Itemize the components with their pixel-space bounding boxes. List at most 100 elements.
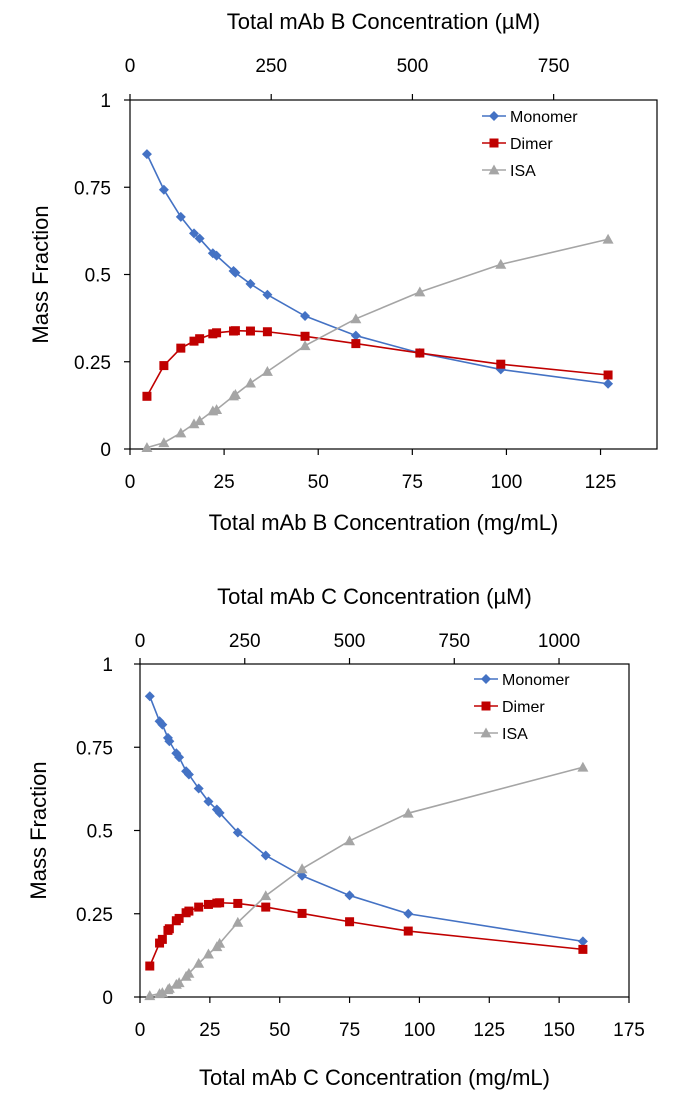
data-point bbox=[603, 370, 613, 380]
y-tick-label: 0 bbox=[102, 988, 113, 1009]
x2-tick-label: 750 bbox=[438, 631, 470, 652]
x-tick-label: 75 bbox=[402, 472, 423, 493]
data-point bbox=[141, 442, 153, 453]
x-tick-label: 100 bbox=[491, 472, 523, 493]
data-point bbox=[230, 326, 240, 336]
legend-label: Monomer bbox=[502, 672, 570, 689]
legend-marker bbox=[488, 164, 500, 175]
data-point bbox=[184, 906, 194, 916]
x-tick-label: 100 bbox=[404, 1020, 436, 1041]
series-dimer bbox=[145, 898, 588, 971]
x-tick-label: 75 bbox=[339, 1020, 360, 1041]
data-point bbox=[297, 908, 307, 918]
data-point bbox=[577, 761, 589, 772]
legend-item: Dimer bbox=[474, 699, 545, 716]
data-point bbox=[158, 184, 169, 195]
plot-area-frame bbox=[129, 99, 658, 450]
data-point bbox=[495, 258, 507, 269]
data-point bbox=[229, 389, 241, 399]
data-point bbox=[141, 149, 152, 160]
data-point bbox=[144, 691, 155, 702]
data-point bbox=[232, 916, 244, 927]
data-point bbox=[260, 890, 272, 901]
data-point bbox=[261, 366, 273, 376]
data-point bbox=[193, 783, 204, 794]
data-point bbox=[233, 898, 243, 908]
data-point bbox=[174, 752, 185, 763]
data-point bbox=[175, 427, 187, 438]
y-tick-label: 0 bbox=[100, 440, 111, 461]
data-point bbox=[578, 944, 588, 954]
data-point bbox=[245, 278, 256, 289]
x-tick-label: 0 bbox=[135, 1020, 146, 1041]
data-point bbox=[156, 987, 168, 998]
y-axis-title: Mass Fraction bbox=[26, 761, 51, 899]
data-point bbox=[262, 327, 272, 337]
legend-label: Monomer bbox=[510, 109, 578, 126]
data-point bbox=[350, 330, 361, 341]
x-tick-label: 0 bbox=[125, 472, 136, 493]
legend-item: Dimer bbox=[482, 136, 553, 153]
data-point bbox=[260, 850, 271, 861]
x2-tick-label: 1000 bbox=[538, 631, 580, 652]
data-point bbox=[202, 948, 214, 959]
x-axis-title: Total mAb C Concentration (mg/mL) bbox=[199, 1065, 550, 1090]
x2-tick-label: 250 bbox=[255, 56, 287, 77]
data-point bbox=[214, 937, 226, 948]
legend-label: ISA bbox=[502, 726, 528, 743]
data-point bbox=[194, 415, 206, 426]
x-tick-label: 50 bbox=[269, 1020, 290, 1041]
data-point bbox=[496, 359, 506, 369]
chart-mab-c: 0 0.25 0.5 0.75 1 0 25 50 75 100 125 150 175 0 250 500 7… bbox=[26, 584, 645, 1090]
data-point bbox=[402, 807, 414, 818]
legend-item: ISA bbox=[482, 163, 536, 180]
legend-item: Monomer bbox=[474, 672, 570, 689]
legend-label: Dimer bbox=[510, 136, 553, 153]
data-point bbox=[144, 990, 156, 1001]
legend: Monomer Dimer ISA bbox=[482, 109, 578, 180]
data-point bbox=[211, 404, 223, 414]
y-tick-label: 0.5 bbox=[87, 822, 113, 843]
x-tick-label: 175 bbox=[613, 1020, 645, 1041]
x2-tick-label: 500 bbox=[334, 631, 366, 652]
series-isa bbox=[144, 761, 589, 1001]
data-point bbox=[403, 926, 413, 936]
legend-item: Monomer bbox=[482, 109, 578, 126]
x2-tick-label: 0 bbox=[125, 56, 136, 77]
data-point bbox=[262, 289, 273, 300]
x-tick-label: 150 bbox=[543, 1020, 575, 1041]
series-line bbox=[146, 238, 609, 449]
data-point bbox=[193, 957, 205, 968]
data-point bbox=[345, 917, 355, 927]
data-point bbox=[230, 267, 241, 278]
y-tick-label: 0.25 bbox=[74, 353, 111, 374]
x2-axis-title: Total mAb C Concentration (µM) bbox=[217, 584, 532, 609]
series-monomer bbox=[144, 691, 588, 947]
x-tick-label: 125 bbox=[585, 472, 617, 493]
x2-tick-label: 0 bbox=[135, 631, 146, 652]
data-point bbox=[174, 913, 184, 923]
data-point bbox=[415, 348, 425, 358]
y-tick-label: 0.5 bbox=[85, 266, 111, 287]
legend-marker bbox=[481, 701, 491, 711]
legend-label: Dimer bbox=[502, 699, 545, 716]
data-point bbox=[351, 339, 361, 349]
data-point bbox=[261, 902, 271, 912]
data-point bbox=[164, 924, 174, 934]
data-point bbox=[188, 228, 199, 239]
y-tick-label: 1 bbox=[100, 91, 111, 112]
data-point bbox=[603, 378, 614, 389]
x-tick-label: 25 bbox=[214, 472, 235, 493]
data-point bbox=[300, 311, 311, 322]
data-point bbox=[189, 336, 199, 346]
legend-marker bbox=[489, 111, 499, 121]
data-point bbox=[181, 766, 192, 777]
data-point bbox=[183, 967, 195, 978]
y-tick-label: 0.75 bbox=[74, 178, 111, 199]
data-point bbox=[212, 328, 222, 338]
x-tick-label: 50 bbox=[308, 472, 329, 493]
legend-item: ISA bbox=[474, 726, 528, 743]
data-point bbox=[173, 977, 185, 988]
data-point bbox=[183, 769, 194, 780]
